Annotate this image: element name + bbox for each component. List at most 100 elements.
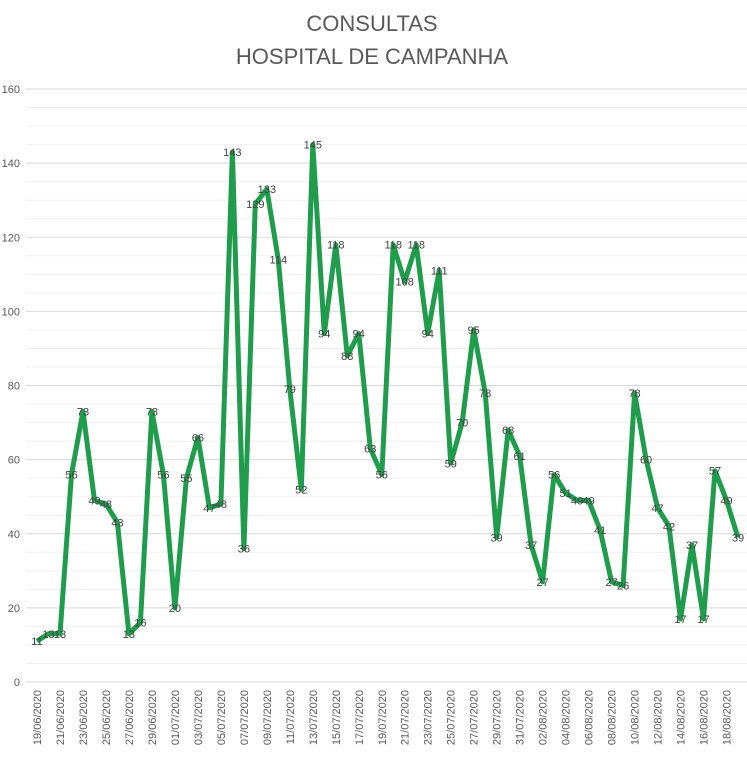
data-label: 95	[468, 325, 480, 337]
data-label: 20	[169, 603, 181, 615]
y-tick-label: 140	[2, 158, 20, 170]
x-tick-label: 23/06/2020	[78, 690, 90, 745]
x-tick-label: 27/07/2020	[469, 690, 481, 745]
data-label: 47	[203, 503, 215, 515]
data-label: 57	[709, 466, 721, 478]
data-label: 88	[341, 351, 353, 363]
x-tick-label: 12/08/2020	[653, 690, 665, 745]
data-label: 48	[100, 499, 112, 511]
data-label: 37	[525, 540, 537, 552]
x-tick-label: 06/08/2020	[584, 690, 596, 745]
x-tick-label: 19/06/2020	[32, 690, 44, 745]
x-tick-label: 08/08/2020	[607, 690, 619, 745]
data-label: 27	[605, 577, 617, 589]
y-tick-label: 160	[2, 84, 20, 96]
y-tick-label: 80	[8, 381, 20, 393]
data-label: 49	[88, 495, 100, 507]
data-label: 56	[548, 469, 560, 481]
data-label: 143	[223, 147, 241, 159]
data-label: 61	[514, 451, 526, 463]
y-tick-label: 100	[2, 306, 20, 318]
data-label: 145	[304, 140, 322, 152]
x-tick-label: 07/07/2020	[239, 690, 251, 745]
data-label: 55	[180, 473, 192, 485]
data-label: 49	[720, 495, 732, 507]
y-tick-label: 0	[14, 677, 20, 689]
x-tick-label: 21/06/2020	[55, 690, 67, 745]
data-label: 47	[651, 503, 663, 515]
y-tick-label: 60	[8, 455, 20, 467]
data-label: 118	[407, 240, 425, 252]
data-label: 94	[422, 329, 434, 341]
data-label: 42	[663, 521, 675, 533]
data-label: 39	[732, 532, 744, 544]
data-label: 63	[364, 444, 376, 456]
data-label: 78	[479, 388, 491, 400]
x-tick-label: 18/08/2020	[722, 690, 734, 745]
x-tick-label: 25/07/2020	[446, 690, 458, 745]
x-tick-label: 25/06/2020	[101, 690, 113, 745]
x-tick-label: 15/07/2020	[331, 690, 343, 745]
x-tick-label: 09/07/2020	[262, 690, 274, 745]
data-label: 13	[54, 629, 66, 641]
data-label: 11	[31, 636, 42, 648]
x-tick-label: 14/08/2020	[676, 690, 688, 745]
x-tick-label: 17/07/2020	[354, 690, 366, 745]
data-label: 73	[146, 406, 158, 418]
data-label: 17	[674, 614, 686, 626]
x-tick-label: 04/08/2020	[561, 690, 573, 745]
x-tick-label: 13/07/2020	[308, 690, 320, 745]
data-label: 66	[192, 432, 204, 444]
x-tick-label: 05/07/2020	[216, 690, 228, 745]
data-label: 79	[284, 384, 296, 396]
data-label: 108	[396, 277, 414, 289]
x-tick-label: 11/07/2020	[285, 690, 297, 744]
y-tick-label: 120	[2, 232, 20, 244]
x-tick-label: 29/06/2020	[147, 690, 159, 745]
x-tick-label: 29/07/2020	[492, 690, 504, 745]
data-label: 36	[238, 544, 250, 556]
series-line-consultas	[35, 142, 741, 644]
x-tick-label: 31/07/2020	[515, 690, 527, 745]
data-label: 73	[77, 406, 89, 418]
data-label: 118	[384, 240, 402, 252]
chart-title-line-2: HOSPITAL DE CAMPANHA	[236, 44, 509, 69]
x-tick-label: 10/08/2020	[630, 690, 642, 745]
data-label: 16	[134, 618, 146, 630]
data-label: 52	[295, 484, 307, 496]
x-tick-label: 21/07/2020	[400, 690, 412, 745]
x-tick-label: 27/06/2020	[124, 690, 136, 745]
data-label: 49	[582, 495, 594, 507]
chart-title-line-1: CONSULTAS	[306, 11, 437, 36]
data-label: 56	[65, 469, 77, 481]
y-tick-label: 40	[8, 529, 20, 541]
data-label: 129	[246, 199, 264, 211]
data-label: 13	[123, 629, 135, 641]
data-label: 27	[537, 577, 549, 589]
x-tick-label: 02/08/2020	[538, 690, 550, 745]
x-tick-label: 19/07/2020	[377, 690, 389, 745]
data-label: 59	[445, 458, 457, 470]
data-label: 41	[594, 525, 606, 537]
x-tick-label: 01/07/2020	[170, 690, 182, 745]
data-label: 39	[491, 532, 503, 544]
data-label: 17	[697, 614, 709, 626]
data-label: 26	[617, 581, 629, 593]
data-label: 114	[270, 254, 288, 266]
x-tick-label: 23/07/2020	[423, 690, 435, 745]
data-label: 56	[157, 469, 169, 481]
x-tick-label: 16/08/2020	[699, 690, 711, 745]
data-label: 78	[628, 388, 640, 400]
data-label: 37	[686, 540, 698, 552]
data-label: 94	[318, 329, 330, 341]
data-label: 118	[327, 240, 345, 252]
data-label: 133	[258, 184, 276, 196]
data-label: 56	[376, 469, 388, 481]
data-label: 48	[215, 499, 227, 511]
data-label: 111	[431, 266, 448, 278]
data-label: 43	[111, 518, 123, 530]
data-label: 60	[640, 455, 652, 467]
data-label: 51	[559, 488, 571, 500]
x-tick-label: 03/07/2020	[193, 690, 205, 745]
